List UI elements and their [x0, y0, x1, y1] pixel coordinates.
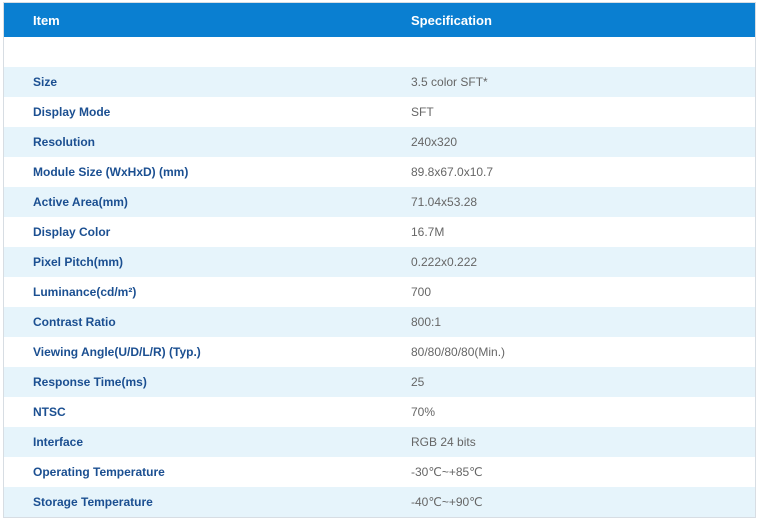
spec-cell: 25	[411, 375, 425, 389]
item-cell: Resolution	[33, 135, 95, 149]
header-item: Item	[33, 12, 60, 28]
item-cell: Display Mode	[33, 105, 111, 119]
table-row: Display Color 16.7M	[4, 217, 755, 247]
item-cell: Operating Temperature	[33, 465, 165, 479]
spec-cell: 240x320	[411, 135, 458, 149]
spec-cell: 0.222x0.222	[411, 255, 478, 269]
spec-cell: -30℃~+85℃	[411, 465, 483, 479]
table-row: NTSC 70%	[4, 397, 755, 427]
item-cell: Pixel Pitch(mm)	[33, 255, 124, 269]
item-cell: Size	[33, 75, 58, 89]
item-cell: Active Area(mm)	[33, 195, 128, 209]
item-cell: Interface	[33, 435, 84, 449]
item-cell: Luminance(cd/m²)	[33, 285, 137, 299]
table-row: Active Area(mm) 71.04x53.28	[4, 187, 755, 217]
item-cell: Response Time(ms)	[33, 375, 147, 389]
item-cell: NTSC	[33, 405, 66, 419]
table-spacer-row	[4, 37, 755, 67]
table-row: Contrast Ratio 800:1	[4, 307, 755, 337]
table-row: Size 3.5 color SFT*	[4, 67, 755, 97]
table-row: Interface RGB 24 bits	[4, 427, 755, 457]
item-cell: Display Color	[33, 225, 111, 239]
table-row: Viewing Angle(U/D/L/R) (Typ.) 80/80/80/8…	[4, 337, 755, 367]
table-row: Display Mode SFT	[4, 97, 755, 127]
table-body: Size 3.5 color SFT* Display Mode SFT Res…	[4, 67, 755, 517]
table-row: Storage Temperature -40℃~+90℃	[4, 487, 755, 517]
item-cell: Module Size (WxHxD) (mm)	[33, 165, 189, 179]
table-row: Response Time(ms) 25	[4, 367, 755, 397]
spec-cell: SFT	[411, 105, 434, 119]
spec-cell: 800:1	[411, 315, 442, 329]
table-row: Luminance(cd/m²) 700	[4, 277, 755, 307]
spec-cell: 80/80/80/80(Min.)	[411, 345, 506, 359]
header-specification: Specification	[411, 12, 492, 28]
table-row: Pixel Pitch(mm) 0.222x0.222	[4, 247, 755, 277]
item-cell: Storage Temperature	[33, 495, 153, 509]
item-cell: Contrast Ratio	[33, 315, 116, 329]
spec-table: Item Specification Size 3.5 color SFT* D…	[3, 2, 756, 518]
table-row: Module Size (WxHxD) (mm) 89.8x67.0x10.7	[4, 157, 755, 187]
table-row: Operating Temperature -30℃~+85℃	[4, 457, 755, 487]
spec-cell: RGB 24 bits	[411, 435, 476, 449]
spec-cell: 89.8x67.0x10.7	[411, 165, 494, 179]
spec-cell: 16.7M	[411, 225, 445, 239]
table-header: Item Specification	[4, 3, 755, 37]
item-cell: Viewing Angle(U/D/L/R) (Typ.)	[33, 345, 201, 359]
spec-cell: -40℃~+90℃	[411, 495, 483, 509]
spec-cell: 700	[411, 285, 432, 299]
table-row: Resolution 240x320	[4, 127, 755, 157]
spec-cell: 3.5 color SFT*	[411, 75, 488, 89]
spec-cell: 71.04x53.28	[411, 195, 478, 209]
spec-cell: 70%	[411, 405, 436, 419]
